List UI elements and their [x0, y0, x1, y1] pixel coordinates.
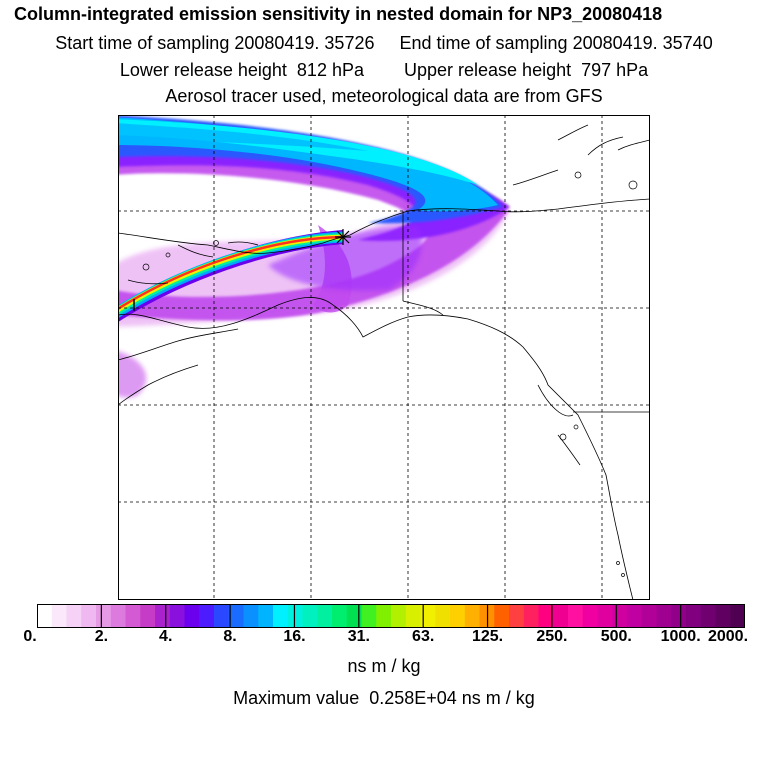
colorbar-units: ns m / kg	[347, 656, 421, 676]
colorbar-label: 2.	[94, 628, 109, 645]
colorbar	[37, 604, 745, 628]
colorbar-cell	[582, 604, 598, 628]
colorbar-cell	[51, 604, 67, 628]
colorbar-ticks	[100, 604, 682, 628]
tracer-info-line: Aerosol tracer used, meteorological data…	[165, 86, 603, 106]
colorbar-cell	[464, 604, 480, 628]
colorbar-cell	[641, 604, 657, 628]
receptor-star-icon	[335, 229, 351, 245]
colorbar-cell	[228, 604, 244, 628]
colorbar-cell	[199, 604, 215, 628]
colorbar-cell	[538, 604, 554, 628]
colorbar-cell	[37, 604, 53, 628]
colorbar-cell	[258, 604, 274, 628]
colorbar-cell	[125, 604, 141, 628]
colorbar-label: 63.	[412, 628, 435, 645]
colorbar-label: 0.	[23, 628, 37, 645]
colorbar-cell	[671, 604, 687, 628]
colorbar-label: 16.	[283, 628, 306, 645]
trajectory-band	[118, 230, 344, 323]
colorbar-cell	[140, 604, 156, 628]
colorbar-cell	[553, 604, 569, 628]
colorbar-cell	[686, 604, 702, 628]
colorbar-cell	[273, 604, 289, 628]
sampling-time-line: Start time of sampling 20080419. 35726 E…	[55, 33, 713, 53]
colorbar-cells	[37, 604, 745, 628]
colorbar-cell	[391, 604, 407, 628]
colorbar-cell	[361, 604, 377, 628]
colorbar-cell	[656, 604, 672, 628]
colorbar-label: 8.	[223, 628, 237, 645]
colorbar-label: 500.	[600, 628, 632, 645]
colorbar-cell	[420, 604, 436, 628]
colorbar-label: 250.	[536, 628, 568, 645]
colorbar-cell	[435, 604, 451, 628]
colorbar-cell	[214, 604, 230, 628]
chart-title: Column-integrated emission sensitivity i…	[14, 4, 663, 24]
colorbar-label: 2000.	[707, 628, 749, 645]
colorbar-cell	[243, 604, 259, 628]
colorbar-cell	[376, 604, 392, 628]
colorbar-cell	[450, 604, 466, 628]
colorbar-cell	[715, 604, 731, 628]
emission-sensitivity-map	[118, 115, 650, 600]
colorbar-cell	[568, 604, 584, 628]
colorbar-cell	[597, 604, 613, 628]
lat-lon-grid	[118, 115, 650, 600]
islands	[142, 171, 638, 577]
colorbar-cell	[332, 604, 348, 628]
colorbar-label: 31.	[347, 628, 370, 645]
colorbar-label: 4.	[159, 628, 173, 645]
colorbar-cell	[110, 604, 126, 628]
map-frame	[118, 115, 650, 600]
colorbar-cell	[155, 604, 171, 628]
colorbar-cell	[405, 604, 421, 628]
colorbar-cell	[81, 604, 97, 628]
maximum-value: Maximum value 0.258E+04 ns m / kg	[233, 688, 535, 708]
colorbar-cell	[169, 604, 185, 628]
colorbar-cell	[700, 604, 716, 628]
colorbar-cell	[317, 604, 333, 628]
sensitivity-plume	[118, 115, 510, 398]
colorbar-cell	[509, 604, 525, 628]
colorbar-label: 1000.	[660, 628, 701, 645]
colorbar-cell	[96, 604, 112, 628]
colorbar-cell	[627, 604, 643, 628]
coastlines	[118, 124, 650, 600]
colorbar-cell	[184, 604, 200, 628]
colorbar-cell	[66, 604, 82, 628]
colorbar-cell	[523, 604, 539, 628]
colorbar-cell	[730, 604, 745, 628]
colorbar-cell	[346, 604, 362, 628]
colorbar-cell	[612, 604, 628, 628]
colorbar-cell	[287, 604, 303, 628]
colorbar-cell	[302, 604, 318, 628]
colorbar-label: 125.	[471, 628, 504, 645]
release-height-line: Lower release height 812 hPa Upper relea…	[119, 60, 649, 80]
colorbar-cell	[494, 604, 510, 628]
